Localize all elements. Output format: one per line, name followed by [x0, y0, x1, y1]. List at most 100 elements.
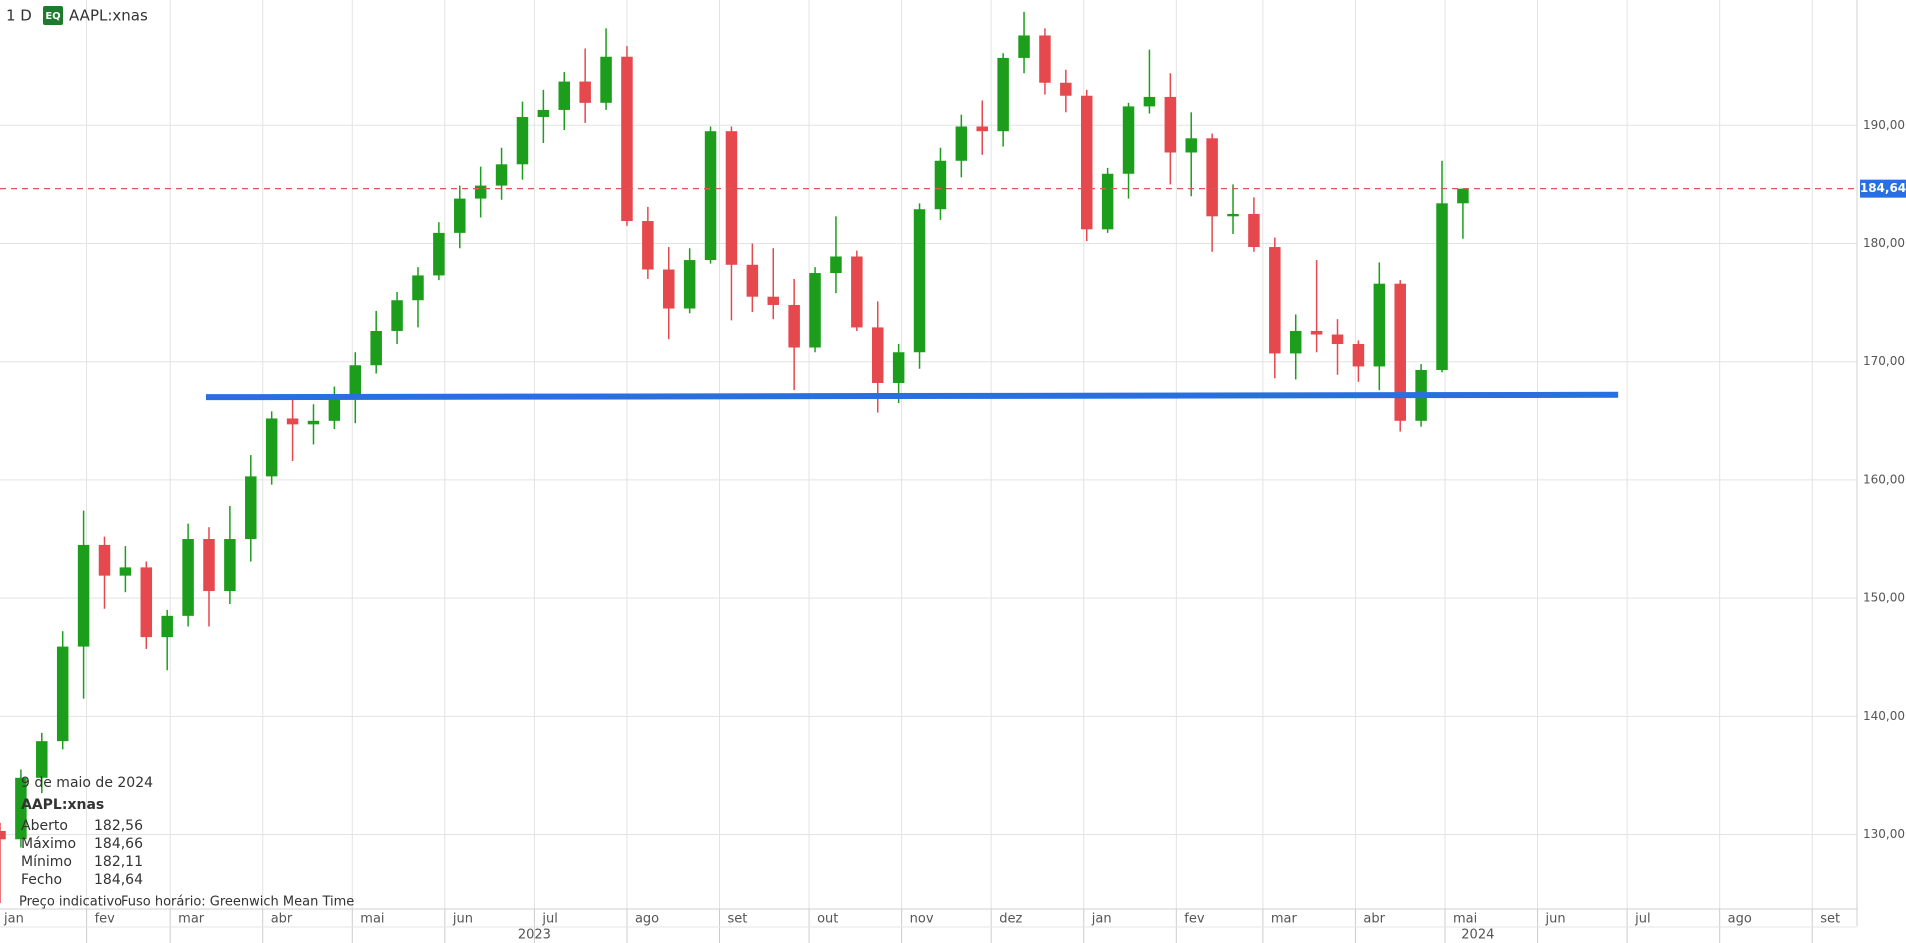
candle-body [516, 117, 529, 165]
candle-body [349, 365, 362, 398]
candle-body [642, 221, 654, 270]
y-tick-label: 140,00 [1863, 709, 1905, 723]
candle-body [36, 741, 48, 778]
x-tick-label: abr [1363, 912, 1385, 927]
x-tick-label: ago [1728, 912, 1752, 927]
candle-body [1060, 82, 1072, 96]
candle-body [830, 256, 842, 274]
candle-body [328, 397, 341, 421]
candle-body [182, 539, 194, 616]
candle-body [433, 232, 445, 276]
info-label: Aberto [21, 818, 68, 834]
candle-body [871, 327, 884, 383]
x-tick-label: mar [1271, 912, 1298, 927]
candle-body [265, 418, 278, 477]
candle-body [119, 567, 132, 576]
y-tick-label: 180,00 [1863, 236, 1905, 250]
badge-text: EQ [45, 11, 60, 22]
candle-body [1122, 106, 1135, 174]
candle-body [683, 260, 696, 309]
info-note: Fuso horário: Greenwich Mean Time [121, 895, 354, 910]
candle-body [495, 164, 508, 186]
x-tick-label: out [817, 912, 838, 927]
x-tick-label: jan [1091, 912, 1112, 927]
x-tick-label: fev [95, 912, 116, 927]
y-tick-label: 160,00 [1863, 472, 1905, 486]
x-tick-label: mai [1453, 912, 1477, 927]
candle-body [725, 131, 738, 265]
candle-body [140, 567, 153, 638]
x-tick-label: dez [999, 912, 1022, 927]
candle-body [245, 476, 257, 540]
info-value: 184,64 [94, 872, 143, 888]
candle-body [1185, 138, 1197, 153]
candle-body [934, 160, 947, 210]
candle-body [913, 209, 926, 353]
x-tick-label: jul [541, 912, 557, 927]
candle-body [474, 185, 487, 199]
symbol: AAPL:xnas [69, 7, 148, 25]
trendline [205, 391, 1619, 401]
candle-body [1018, 35, 1030, 58]
x-tick-label: fev [1184, 912, 1205, 927]
candle-body [663, 269, 675, 309]
info-label: Mínimo [21, 854, 72, 870]
candle-body [1164, 96, 1177, 153]
badge [43, 6, 63, 25]
candle-body [621, 56, 633, 222]
candle-body [809, 273, 821, 348]
candle-body [286, 418, 299, 425]
x-tick-label: abr [271, 912, 293, 927]
year-label: 2023 [518, 928, 551, 943]
candle-body [1101, 173, 1114, 230]
candle-body [1269, 247, 1281, 354]
candle-body [767, 296, 779, 305]
candle-body [955, 126, 968, 161]
interval: 1 D [6, 7, 32, 25]
candle-body [56, 646, 69, 742]
candle-body [1227, 213, 1239, 217]
x-tick-label: ago [635, 912, 659, 927]
candle-body [161, 615, 173, 638]
info-value: 182,56 [94, 818, 143, 834]
candle-body [1248, 213, 1260, 248]
info-label: Fecho [21, 872, 62, 888]
candle-body [77, 544, 90, 647]
candle-body [1143, 96, 1156, 107]
y-tick-label: 190,00 [1863, 118, 1905, 132]
info-note: Preço indicativo [19, 895, 122, 910]
x-tick-label: set [728, 912, 748, 927]
info-label: Máximo [21, 836, 76, 852]
candle-body [1331, 334, 1344, 344]
last-price-box [1860, 179, 1906, 198]
candle-body [746, 264, 759, 297]
info-value: 184,66 [94, 836, 143, 852]
candle-body [15, 777, 27, 840]
candle-body [391, 300, 403, 331]
candle-body [851, 256, 863, 328]
candle-body [224, 539, 236, 592]
candle-body [1206, 138, 1218, 217]
candle-body [203, 539, 215, 592]
candle-body [892, 352, 905, 383]
x-tick-label: set [1820, 912, 1840, 927]
candle-body [788, 304, 800, 348]
candle-body [0, 830, 6, 840]
info-symbol: AAPL:xnas [21, 797, 104, 813]
candle-body [704, 131, 717, 261]
info-date: 9 de maio de 2024 [21, 775, 153, 791]
candle-body [370, 330, 382, 366]
candle-body [1039, 35, 1051, 83]
x-tick-label: mai [360, 912, 384, 927]
x-tick-label: mar [178, 912, 205, 927]
candle-body [1394, 283, 1406, 421]
candle-body [412, 275, 424, 301]
y-tick-label: 130,00 [1863, 827, 1905, 841]
candle-body [579, 81, 591, 103]
x-tick-label: jan [3, 912, 24, 927]
year-label: 2024 [1461, 928, 1494, 943]
candle-body [1436, 203, 1448, 370]
x-tick-label: jul [1634, 912, 1650, 927]
